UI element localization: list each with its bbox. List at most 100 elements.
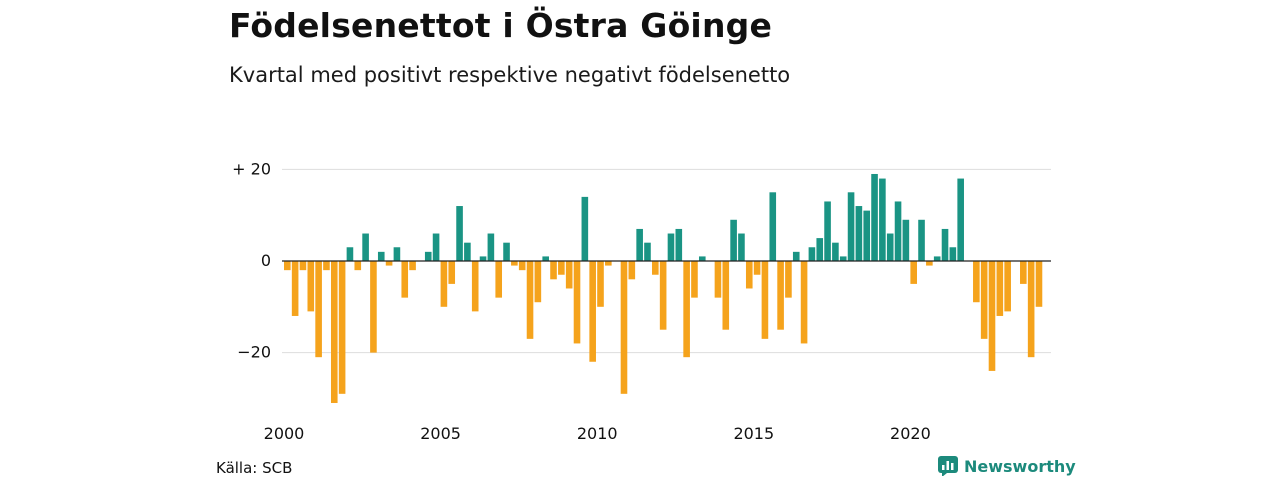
bar [675, 228, 683, 261]
bar [777, 261, 784, 330]
bar [487, 233, 495, 261]
y-tick-label: + 20 [232, 159, 271, 178]
axes: + 20 0 −20 2000 2005 2010 2015 2020 [232, 159, 1051, 443]
x-tick-label: 2000 [264, 424, 305, 443]
chart-title: Födelsenettot i Östra Göinge [229, 6, 773, 45]
bar [299, 261, 307, 271]
bar [385, 261, 393, 266]
brand-name: Newsworthy [964, 456, 1076, 476]
bar [714, 261, 722, 298]
bar [894, 201, 902, 261]
bar [691, 261, 698, 298]
bar [558, 261, 565, 275]
x-tick-label: 2005 [420, 424, 461, 443]
bar [284, 261, 291, 271]
bar [871, 173, 878, 261]
chart-subtitle: Kvartal med positivt respektive negativt… [229, 63, 791, 87]
bar [495, 261, 503, 298]
bar [565, 261, 573, 289]
bar [409, 261, 416, 271]
bar [573, 261, 581, 344]
bar [683, 261, 690, 358]
bar [330, 261, 338, 403]
bar [855, 206, 863, 261]
bar [973, 261, 980, 303]
bar [424, 251, 432, 261]
bar [393, 247, 401, 261]
bar [323, 261, 330, 271]
bar [479, 256, 487, 261]
bar [839, 256, 847, 261]
bar [722, 261, 730, 330]
bar [589, 261, 596, 362]
bar [902, 219, 910, 261]
bar [800, 261, 808, 344]
bar [471, 261, 479, 312]
bar [988, 261, 996, 371]
bar [620, 261, 628, 394]
y-tick-label: −20 [237, 343, 271, 362]
bar [659, 261, 667, 330]
bar [644, 242, 651, 261]
grid-lines [282, 168, 1051, 354]
bar [581, 196, 589, 261]
bar [291, 261, 299, 316]
bars [284, 173, 1043, 403]
bar [792, 251, 800, 261]
brand-logo[interactable]: Newsworthy [938, 456, 1076, 476]
bar [628, 261, 636, 280]
bar [1027, 261, 1035, 358]
y-tick-label: 0 [261, 251, 271, 270]
bar [1004, 261, 1011, 312]
bar [785, 261, 792, 298]
x-tick-label: 2010 [577, 424, 618, 443]
bar [941, 228, 949, 261]
bar [338, 261, 346, 394]
bar [926, 261, 933, 266]
bar [769, 192, 777, 261]
bar [698, 256, 706, 261]
bar [526, 261, 534, 339]
bar [401, 261, 409, 298]
bar [980, 261, 988, 339]
x-tick-label: 2020 [890, 424, 931, 443]
bar [933, 256, 941, 261]
bar [761, 261, 769, 339]
bar [667, 233, 675, 261]
bar [440, 261, 448, 307]
bar [918, 219, 925, 261]
bar [824, 201, 831, 261]
bar [550, 261, 557, 280]
bar [949, 247, 957, 261]
bar [432, 233, 440, 261]
bar [597, 261, 604, 307]
bar [307, 261, 315, 312]
bar [957, 178, 964, 261]
bar [753, 261, 761, 275]
bar [847, 192, 855, 261]
bar [730, 219, 737, 261]
bar [910, 261, 917, 284]
bar-chart-logo-icon [938, 456, 958, 476]
bar [534, 261, 542, 303]
bar [377, 251, 385, 261]
bar [1035, 261, 1043, 307]
bar [738, 233, 745, 261]
x-tick-label: 2015 [733, 424, 774, 443]
bar [816, 238, 824, 261]
bar [315, 261, 322, 358]
bar [448, 261, 456, 284]
bar [518, 261, 526, 271]
bar [808, 247, 816, 261]
bar [605, 261, 612, 266]
bar [456, 206, 463, 261]
bar [832, 242, 839, 261]
bar [745, 261, 753, 289]
bar [346, 247, 354, 261]
bar [652, 261, 659, 275]
bar [511, 261, 518, 266]
source-note: Källa: SCB [216, 459, 293, 477]
bar [362, 233, 369, 261]
bar [886, 233, 894, 261]
